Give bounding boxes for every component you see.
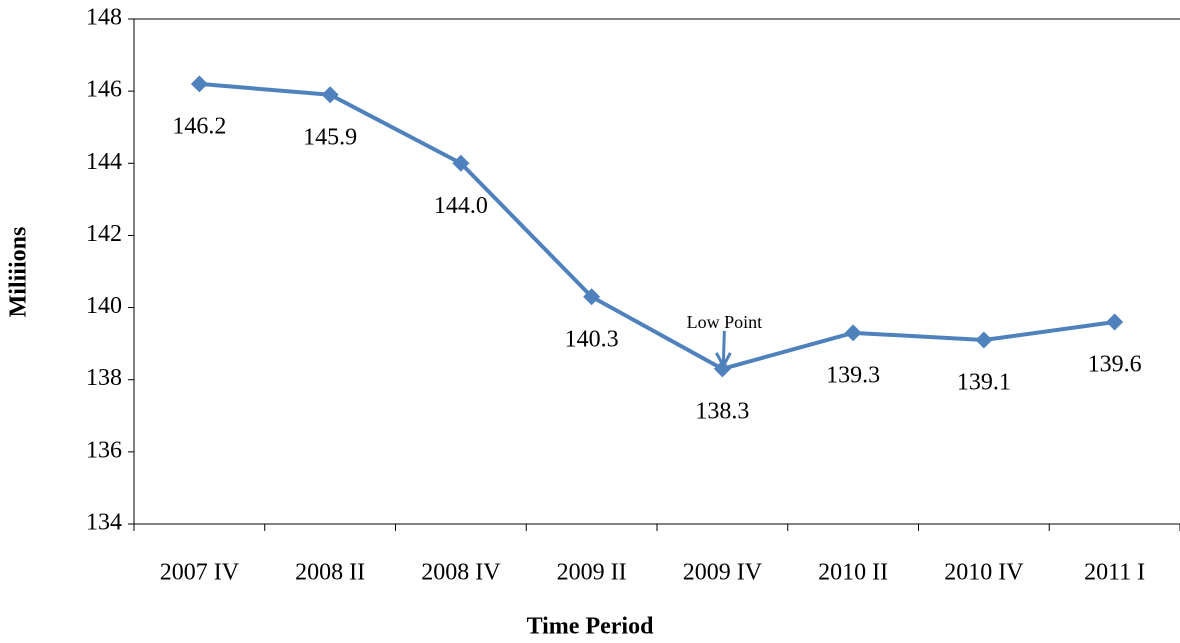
x-tick-label: 2008 IV [421,560,501,586]
y-tick-label: 138 [86,365,122,391]
x-tick-label: 2009 II [557,560,627,586]
y-axis-label: Miliiions [6,227,32,318]
y-tick-label: 140 [86,293,122,319]
data-point [713,360,731,378]
x-axis-label: Time Period [527,614,655,640]
x-tick-label: 2010 II [818,560,888,586]
y-tick-label: 136 [86,437,122,463]
y-tick-label: 144 [86,149,122,175]
annotation-arrow [721,330,726,363]
data-point [190,75,208,93]
x-tick-label: 2007 IV [160,560,240,586]
annotation: Low Point [687,312,763,332]
data-point [321,86,339,104]
data-label: 139.3 [826,362,880,388]
data-label: 139.6 [1088,352,1142,378]
data-point [975,331,993,349]
data-label: 138.3 [695,398,749,424]
data-point [583,288,601,306]
y-tick-label: 148 [86,5,122,31]
x-tick-label: 2009 IV [683,560,763,586]
y-tick-label: 142 [86,221,122,247]
data-label: 146.2 [172,113,226,139]
y-tick-label: 134 [86,510,122,536]
data-label: 144.0 [434,193,488,219]
x-tick-label: 2008 II [295,560,365,586]
data-label: 139.1 [957,370,1011,396]
data-point [844,324,862,342]
data-point [452,154,470,172]
annotation-arrowhead [715,352,732,370]
y-tick-label: 146 [86,77,122,103]
data-label: 145.9 [303,124,357,150]
data-line [199,81,1115,371]
x-tick-label: 2011 I [1084,560,1145,586]
data-point [1106,313,1124,331]
data-label: 140.3 [565,326,619,352]
x-tick-label: 2010 IV [944,560,1024,586]
